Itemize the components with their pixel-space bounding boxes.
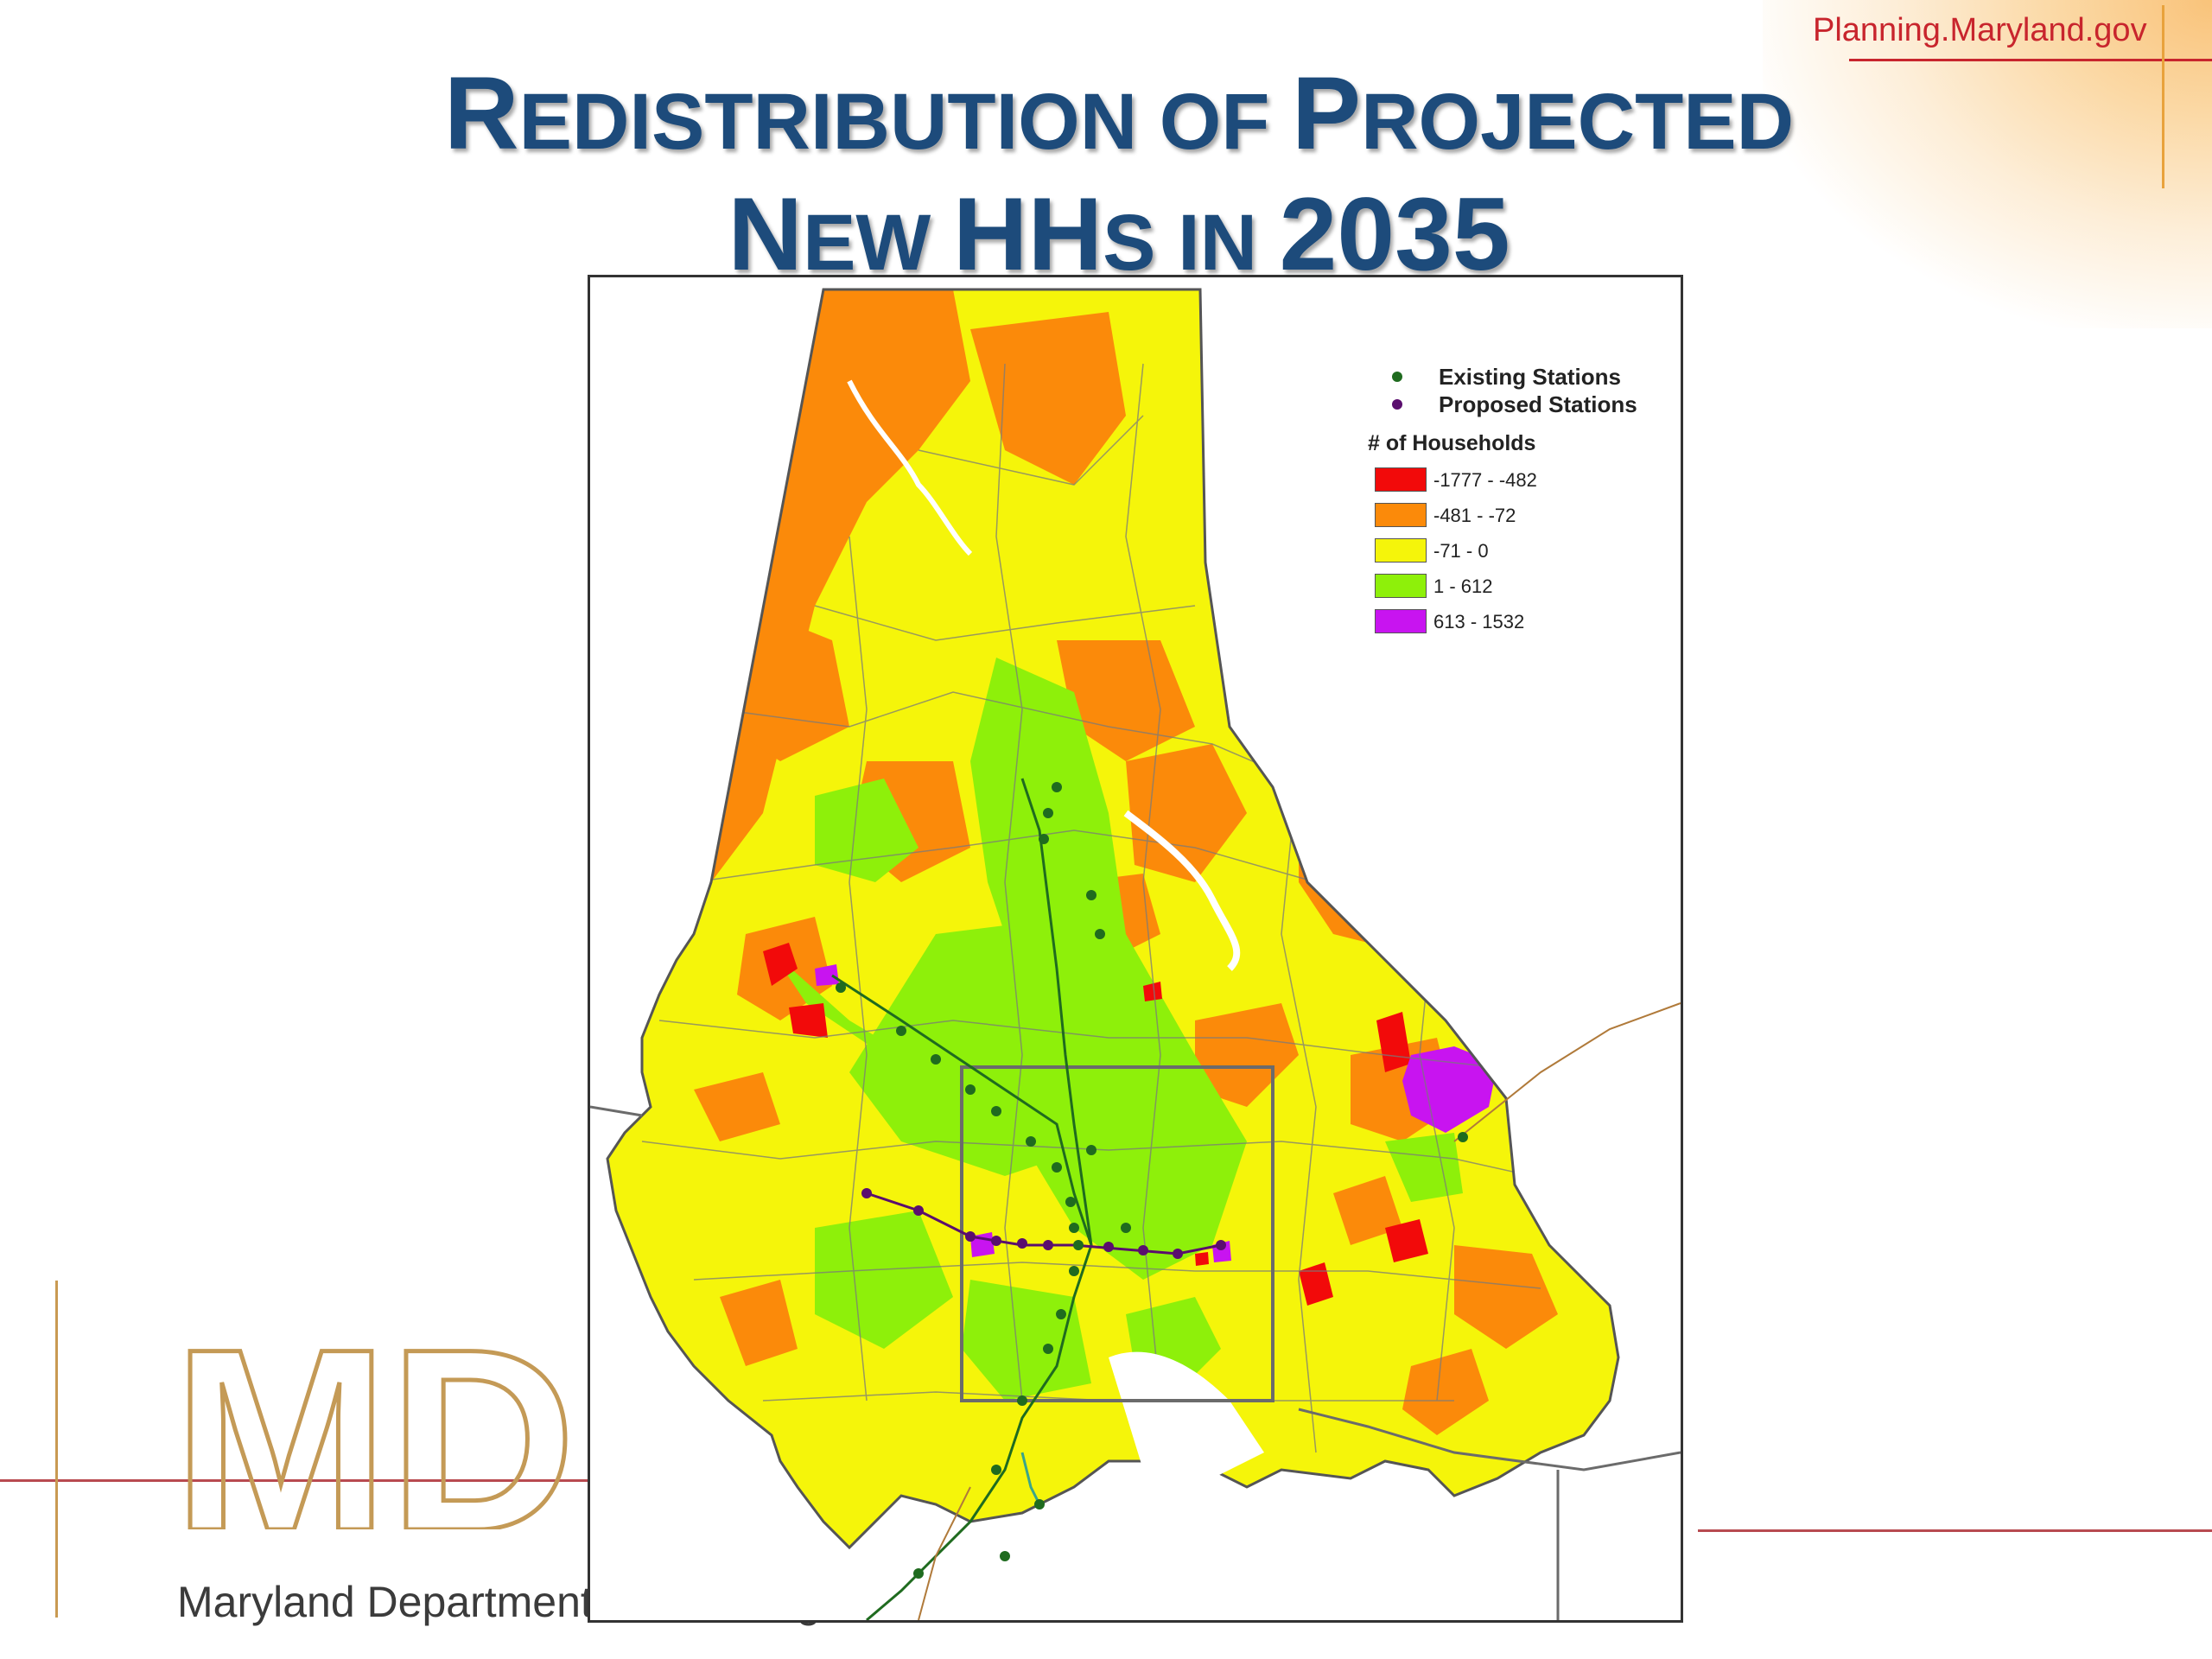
existing-station[interactable]: [1052, 1162, 1062, 1173]
proposed-station-icon: [1392, 399, 1402, 410]
existing-station-icon: [1392, 372, 1402, 382]
proposed-station[interactable]: [1043, 1240, 1053, 1250]
existing-station[interactable]: [1043, 1344, 1053, 1354]
proposed-station[interactable]: [1138, 1245, 1148, 1255]
existing-station[interactable]: [991, 1106, 1001, 1116]
existing-station[interactable]: [896, 1026, 906, 1036]
title-line-1: REDISTRIBUTION OF PROJECTED: [443, 55, 1795, 171]
light-rail-line: [831, 974, 1093, 1620]
legend-swatch: [1375, 609, 1427, 633]
proposed-station[interactable]: [1103, 1242, 1114, 1252]
legend-class-3: -71 - 0: [1368, 535, 1662, 570]
existing-station[interactable]: [1073, 1240, 1084, 1250]
mdp-logo: MDP: [171, 1293, 588, 1530]
existing-station[interactable]: [1026, 1136, 1036, 1147]
legend-proposed: Proposed Stations: [1368, 391, 1662, 419]
existing-station[interactable]: [1039, 834, 1049, 844]
legend-swatch: [1375, 574, 1427, 598]
proposed-station[interactable]: [861, 1188, 872, 1198]
existing-station[interactable]: [836, 982, 846, 993]
harbor-water: [1109, 1351, 1264, 1487]
county-outline: [606, 288, 1620, 1550]
legend-class-1: -1777 - -482: [1368, 464, 1662, 499]
existing-station[interactable]: [913, 1568, 924, 1579]
existing-station[interactable]: [931, 1054, 941, 1065]
legend-class-4: 1 - 612: [1368, 570, 1662, 606]
existing-station[interactable]: [965, 1084, 976, 1095]
existing-station[interactable]: [1069, 1266, 1079, 1276]
existing-station[interactable]: [1121, 1223, 1131, 1233]
footer-vertical-rule: [55, 1281, 58, 1618]
legend-class-5: 613 - 1532: [1368, 606, 1662, 641]
title-line-2: NEW HHS IN 2035: [728, 176, 1510, 292]
legend-swatch: [1375, 467, 1427, 492]
existing-station[interactable]: [1095, 929, 1105, 939]
existing-station[interactable]: [1056, 1309, 1066, 1319]
existing-station[interactable]: [1017, 1395, 1027, 1406]
header-vertical-rule: [2162, 5, 2164, 188]
reservoir-loch-raven: [1123, 810, 1241, 971]
site-url[interactable]: Planning.Maryland.gov: [1813, 12, 2147, 48]
map-legend: Existing Stations Proposed Stations # of…: [1368, 364, 1662, 641]
existing-station[interactable]: [1065, 1197, 1076, 1207]
legend-swatch: [1375, 538, 1427, 563]
proposed-station[interactable]: [965, 1231, 976, 1242]
corner-gradient: [1763, 0, 2212, 328]
mdp-logo-letters: MDP: [173, 1294, 588, 1529]
existing-station[interactable]: [1034, 1499, 1045, 1510]
existing-stations: [836, 782, 1468, 1579]
proposed-station[interactable]: [991, 1236, 1001, 1246]
existing-station[interactable]: [991, 1465, 1001, 1475]
proposed-stations: [861, 1188, 1226, 1259]
proposed-station[interactable]: [913, 1205, 924, 1216]
legend-class-2: -481 - -72: [1368, 499, 1662, 535]
existing-station[interactable]: [1000, 1551, 1010, 1561]
household-map: [590, 288, 1681, 1620]
existing-station[interactable]: [1458, 1132, 1468, 1142]
region-line-east: [1298, 1408, 1681, 1471]
legend-swatch: [1375, 503, 1427, 527]
map-frame: Existing Stations Proposed Stations # of…: [588, 275, 1683, 1623]
existing-station[interactable]: [1086, 1145, 1096, 1155]
existing-station[interactable]: [1043, 808, 1053, 818]
proposed-station[interactable]: [1173, 1249, 1183, 1259]
existing-station[interactable]: [1069, 1223, 1079, 1233]
proposed-station[interactable]: [1017, 1238, 1027, 1249]
existing-station[interactable]: [1086, 890, 1096, 900]
city-boundary: [960, 1065, 1274, 1402]
proposed-station[interactable]: [1216, 1240, 1226, 1250]
tract-boundaries: [641, 363, 1611, 1453]
header-rule: [1849, 59, 2212, 61]
legend-title: # of Households: [1368, 431, 1536, 455]
legend-existing: Existing Stations: [1368, 364, 1662, 391]
existing-station[interactable]: [1052, 782, 1062, 792]
footer-rule-right: [1698, 1529, 2212, 1532]
page-title: REDISTRIBUTION OF PROJECTED NEW HHS IN 2…: [0, 57, 2212, 299]
footer-rule-left: [0, 1479, 588, 1482]
reservoir-north: [847, 379, 973, 556]
